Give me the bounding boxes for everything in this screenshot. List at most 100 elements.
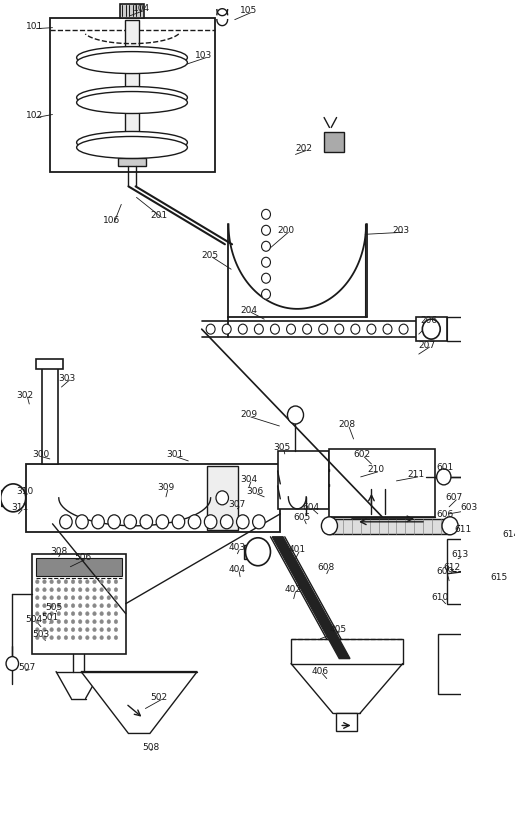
Text: 310: 310 [17,487,34,496]
Circle shape [100,628,104,632]
Circle shape [43,580,46,584]
Circle shape [100,588,104,592]
Text: 602: 602 [354,450,371,459]
Circle shape [78,580,82,584]
Text: 305: 305 [273,443,290,452]
Circle shape [92,515,105,529]
Circle shape [100,636,104,640]
Bar [26,465,280,532]
Circle shape [71,628,75,632]
Circle shape [107,628,111,632]
Circle shape [206,325,215,335]
Circle shape [43,588,46,592]
Text: 506: 506 [74,552,91,561]
Circle shape [85,588,89,592]
Circle shape [107,612,111,616]
Text: 609: 609 [437,566,454,575]
Circle shape [351,325,360,335]
Circle shape [188,515,201,529]
Circle shape [254,325,263,335]
Circle shape [100,596,104,600]
Circle shape [57,596,61,600]
Circle shape [93,628,96,632]
Circle shape [85,596,89,600]
Text: 406: 406 [312,667,329,676]
Circle shape [85,628,89,632]
Text: 309: 309 [157,483,174,492]
Circle shape [114,604,118,608]
Circle shape [246,538,270,566]
Circle shape [76,515,88,529]
Circle shape [57,580,61,584]
Text: 601: 601 [437,463,454,472]
Ellipse shape [77,93,187,114]
Bar [330,450,435,518]
Circle shape [57,628,61,632]
Circle shape [422,320,440,339]
Circle shape [220,515,233,529]
Circle shape [107,620,111,623]
Ellipse shape [77,47,187,70]
Text: 304: 304 [240,474,257,484]
Circle shape [64,588,67,592]
Circle shape [78,604,82,608]
Circle shape [78,636,82,640]
Text: 604: 604 [303,503,320,512]
Text: 311: 311 [11,503,29,512]
Bar [336,714,357,732]
Bar [121,5,144,19]
Circle shape [36,636,39,640]
Circle shape [114,620,118,623]
Circle shape [156,515,168,529]
Bar [278,451,330,509]
Ellipse shape [77,88,187,109]
Text: 207: 207 [419,340,436,349]
Circle shape [100,620,104,623]
Circle shape [71,596,75,600]
Text: 615: 615 [490,572,507,581]
Circle shape [71,636,75,640]
Bar [324,133,344,153]
Circle shape [437,469,451,485]
Circle shape [319,325,328,335]
Circle shape [64,620,67,623]
Text: 106: 106 [104,215,121,224]
Text: 101: 101 [26,22,43,31]
Circle shape [262,258,270,268]
Text: 203: 203 [392,225,409,234]
Bar [438,634,515,694]
Circle shape [60,515,72,529]
Text: 502: 502 [151,692,168,701]
Bar [36,558,122,576]
Text: 204: 204 [240,306,257,315]
Text: 102: 102 [26,111,43,120]
Circle shape [107,588,111,592]
Circle shape [50,596,54,600]
Circle shape [262,290,270,300]
Circle shape [222,325,231,335]
Bar [42,364,58,465]
Text: 505: 505 [45,603,63,611]
Circle shape [100,604,104,608]
Circle shape [270,325,280,335]
Bar [207,466,238,530]
Text: 501: 501 [41,613,58,621]
Circle shape [93,596,96,600]
Circle shape [262,242,270,252]
Text: 300: 300 [32,450,49,459]
Text: 606: 606 [437,510,454,518]
Circle shape [93,612,96,616]
Circle shape [6,657,19,671]
Text: 103: 103 [195,51,213,60]
Text: 605: 605 [294,513,311,522]
Circle shape [43,620,46,623]
Bar [244,545,258,559]
Circle shape [57,604,61,608]
Text: 303: 303 [59,373,76,382]
Circle shape [172,515,185,529]
Text: 209: 209 [240,410,257,419]
Circle shape [43,612,46,616]
Text: 614: 614 [503,530,515,539]
Circle shape [107,604,111,608]
Circle shape [57,612,61,616]
